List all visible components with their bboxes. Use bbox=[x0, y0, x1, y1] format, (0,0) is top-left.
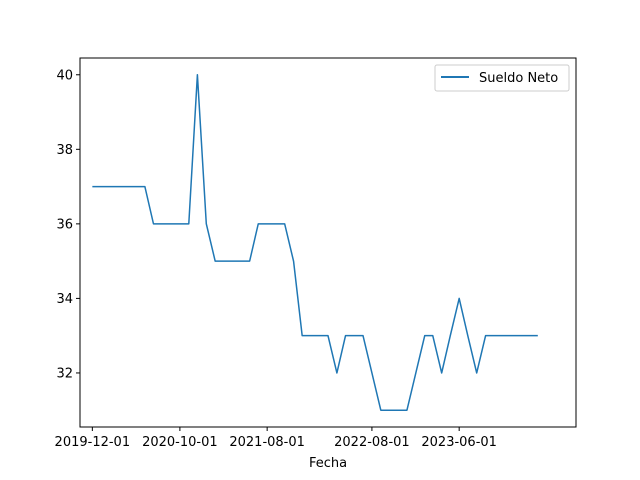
y-tick-label: 36 bbox=[56, 217, 73, 232]
legend-entry-sueldo-neto: Sueldo Neto bbox=[479, 71, 558, 86]
y-axis: 32 34 36 38 40 bbox=[56, 68, 80, 381]
x-tick-label: 2023-06-01 bbox=[421, 435, 497, 450]
x-tick-label: 2020-10-01 bbox=[142, 435, 218, 450]
plot-frame bbox=[79, 57, 577, 428]
series-layer bbox=[92, 74, 538, 411]
legend: Sueldo Neto bbox=[434, 64, 570, 92]
y-tick-label: 34 bbox=[56, 292, 73, 307]
y-tick-label: 32 bbox=[56, 366, 73, 381]
legend-box bbox=[434, 64, 570, 92]
plot-area bbox=[80, 58, 576, 427]
y-tick-label: 38 bbox=[56, 143, 73, 158]
x-axis-label: Fecha bbox=[309, 456, 347, 471]
y-tick-label: 40 bbox=[56, 68, 73, 83]
x-axis: 2019-12-01 2020-10-01 2021-08-01 2022-08-01… bbox=[55, 427, 497, 450]
x-tick-label: 2021-08-01 bbox=[229, 435, 305, 450]
x-tick-label: 2019-12-01 bbox=[55, 435, 131, 450]
x-tick-label: 2022-08-01 bbox=[334, 435, 410, 450]
series-line-sueldo-neto bbox=[92, 74, 538, 411]
